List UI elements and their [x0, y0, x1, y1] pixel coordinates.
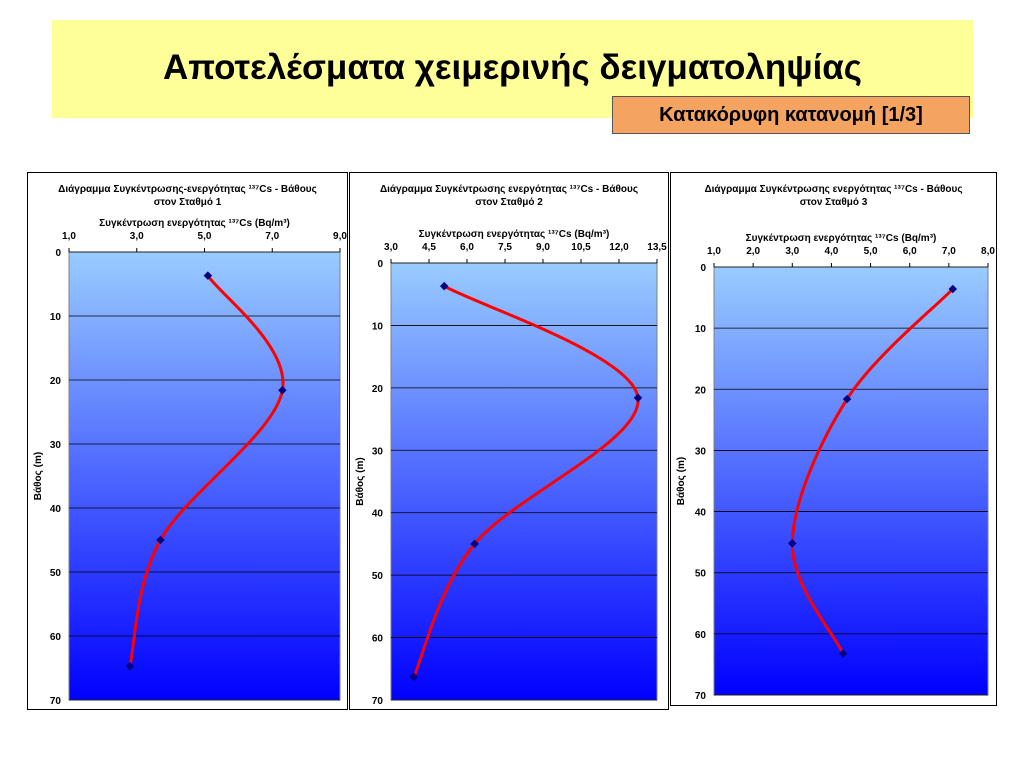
chart-title: Διάγραμμα Συγκέντρωσης ενεργότητας ¹³⁷Cs… [704, 184, 963, 208]
x-tick-label: 5,0 [198, 231, 212, 242]
x-axis-title: Συγκέντρωση ενεργότητας ¹³⁷Cs (Bq/m³) [419, 229, 610, 240]
plot-area [390, 262, 658, 701]
x-tick-label: 10,5 [571, 242, 591, 253]
plot-area [713, 266, 989, 696]
x-tick-label: 3,0 [130, 231, 144, 242]
data-point [633, 393, 643, 403]
x-axis-title: Συγκέντρωση ενεργότητας ¹³⁷Cs (Bq/m³) [746, 233, 937, 244]
data-line [790, 287, 954, 655]
y-axis-title: Βάθος (m) [355, 457, 366, 505]
x-tick-label: 12,0 [609, 242, 629, 253]
y-tick-label: 20 [372, 384, 384, 395]
y-tick-label: 10 [50, 312, 62, 323]
x-tick-label: 4,5 [422, 242, 436, 253]
y-tick-label: 10 [372, 321, 384, 332]
x-tick-label: 3,0 [785, 246, 799, 257]
x-tick-label: 5,0 [864, 246, 878, 257]
x-tick-label: 2,0 [746, 246, 760, 257]
y-tick-label: 50 [695, 569, 707, 580]
data-point [278, 385, 287, 395]
y-tick-label: 60 [695, 630, 707, 641]
y-tick-label: 60 [372, 634, 384, 645]
y-tick-label: 70 [695, 691, 707, 702]
y-axis-title: Βάθος (m) [33, 452, 44, 500]
x-tick-label: 7,5 [498, 242, 512, 253]
chart-title: Διάγραμμα Συγκέντρωσης ενεργότητας ¹³⁷Cs… [379, 184, 639, 208]
y-tick-label: 30 [372, 446, 384, 457]
y-tick-label: 20 [695, 385, 707, 396]
data-point [838, 649, 848, 658]
y-axis-title: Βάθος (m) [676, 457, 687, 505]
data-point [409, 672, 419, 682]
y-tick-label: 50 [372, 571, 384, 582]
y-tick-label: 0 [377, 259, 383, 270]
x-tick-label: 7,0 [265, 231, 279, 242]
data-point [948, 284, 958, 294]
x-tick-label: 6,0 [903, 246, 917, 257]
data-point [203, 271, 213, 280]
y-tick-label: 50 [50, 568, 62, 579]
x-tick-label: 1,0 [707, 246, 721, 257]
x-tick-label: 13,5 [647, 242, 667, 253]
y-tick-label: 60 [50, 632, 62, 643]
x-tick-label: 4,0 [824, 246, 838, 257]
x-tick-label: 9,0 [333, 231, 347, 242]
data-point [439, 281, 449, 291]
y-tick-label: 40 [695, 508, 707, 519]
data-line [128, 274, 285, 667]
x-tick-label: 6,0 [460, 242, 474, 253]
y-tick-label: 30 [695, 446, 707, 457]
x-tick-label: 1,0 [62, 231, 76, 242]
x-tick-label: 9,0 [536, 242, 550, 253]
slide-subtitle: Κατακόρυφη κατανομή [1/3] [612, 96, 970, 134]
x-tick-label: 3,0 [384, 242, 398, 253]
y-tick-label: 30 [50, 440, 62, 451]
x-tick-label: 7,0 [942, 246, 956, 257]
y-tick-label: 40 [372, 509, 384, 520]
data-point [788, 539, 797, 548]
y-tick-label: 10 [695, 324, 707, 335]
y-tick-label: 0 [700, 263, 706, 274]
y-tick-label: 0 [55, 248, 61, 259]
x-axis-title: Συγκέντρωση ενεργότητας ¹³⁷Cs (Bq/m³) [99, 218, 290, 229]
data-line [412, 284, 640, 678]
y-tick-label: 20 [50, 376, 62, 387]
plot-area [68, 251, 341, 701]
y-tick-label: 40 [50, 504, 62, 515]
chart-title: Διάγραμμα Συγκέντρωσης-ενεργότητας ¹³⁷Cs… [58, 184, 317, 208]
slide-title: Αποτελέσματα χειμερινής δειγματοληψίας [162, 48, 863, 87]
x-tick-label: 8,0 [981, 246, 995, 257]
data-point [842, 394, 852, 404]
y-tick-label: 70 [50, 696, 62, 707]
data-point [470, 539, 479, 549]
y-tick-label: 70 [372, 696, 384, 707]
